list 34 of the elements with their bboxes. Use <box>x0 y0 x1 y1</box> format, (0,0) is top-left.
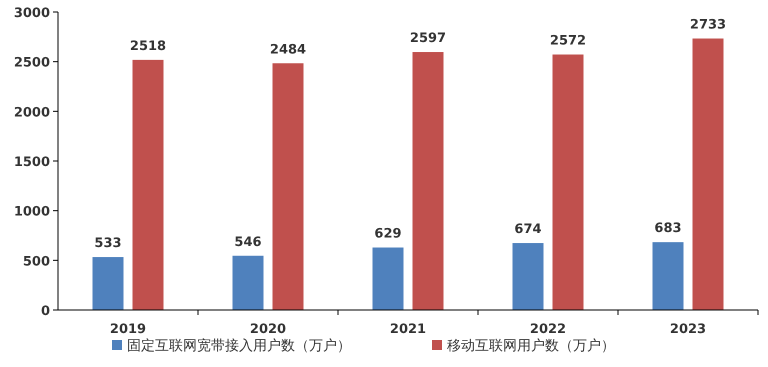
data-label: 2733 <box>690 18 726 33</box>
bar <box>92 257 124 310</box>
bar <box>412 52 444 310</box>
x-tick-label: 2020 <box>250 322 286 337</box>
data-label: 683 <box>654 221 682 236</box>
x-tick-label: 2022 <box>530 322 566 337</box>
x-tick-label: 2023 <box>670 322 706 337</box>
y-tick-label: 500 <box>22 254 50 270</box>
bar <box>652 242 684 310</box>
data-label: 2572 <box>550 34 586 49</box>
y-tick-label: 3000 <box>14 6 50 21</box>
y-tick-label: 2500 <box>14 56 50 71</box>
x-tick-label: 2021 <box>390 322 426 337</box>
bar <box>132 60 164 310</box>
bar <box>272 63 304 310</box>
data-label: 2484 <box>270 42 306 58</box>
y-tick-label: 0 <box>40 304 50 319</box>
data-label: 674 <box>514 222 542 238</box>
y-tick-label: 1500 <box>14 155 50 170</box>
legend-label: 固定互联网宽带接入用户数（万户） <box>127 338 351 354</box>
legend-label: 移动互联网用户数（万户） <box>447 338 615 354</box>
data-label: 546 <box>234 234 262 250</box>
bar <box>692 38 724 310</box>
data-label: 2597 <box>410 31 446 46</box>
bar <box>372 248 404 310</box>
data-label: 533 <box>94 236 122 252</box>
y-tick-label: 2000 <box>14 105 50 120</box>
bar <box>512 243 544 310</box>
y-tick-label: 1000 <box>14 204 50 220</box>
x-tick-label: 2019 <box>110 322 146 337</box>
data-label: 2518 <box>130 38 166 54</box>
bar <box>232 256 264 310</box>
bar <box>552 54 584 310</box>
data-label: 629 <box>374 226 402 242</box>
